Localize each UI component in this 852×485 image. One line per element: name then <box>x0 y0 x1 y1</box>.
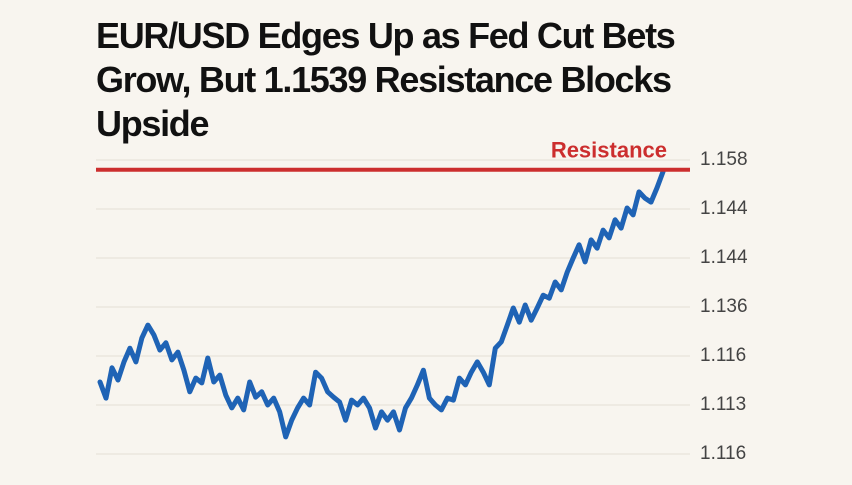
y-tick-label: 1.113 <box>700 394 746 415</box>
price-line <box>97 169 666 440</box>
resistance-label: Resistance <box>551 138 667 163</box>
y-tick-label: 1.144 <box>700 198 748 219</box>
chart-title: EUR/USD Edges Up as Fed Cut Bets Grow, B… <box>96 15 676 144</box>
y-tick-label: 1.158 <box>700 149 748 170</box>
y-tick-label: 1.136 <box>700 296 748 317</box>
y-tick-label: 1.116 <box>700 443 746 464</box>
y-tick-label: 1.116 <box>700 345 746 366</box>
y-tick-label: 1.144 <box>700 247 748 268</box>
